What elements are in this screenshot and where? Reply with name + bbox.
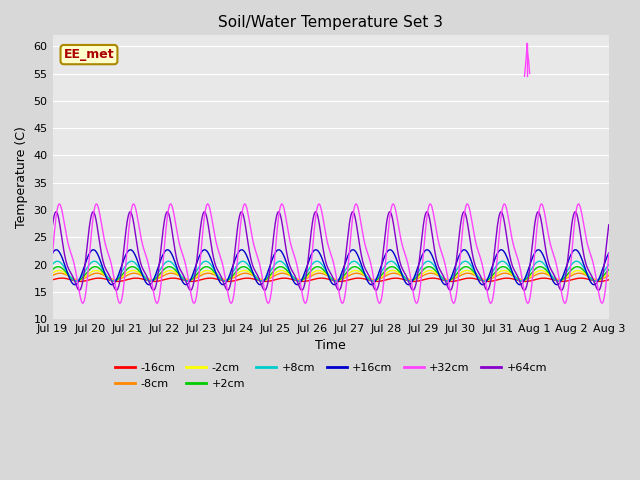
Legend: -16cm, -8cm, -2cm, +2cm, +8cm, +16cm, +32cm, +64cm: -16cm, -8cm, -2cm, +2cm, +8cm, +16cm, +3… — [110, 359, 551, 393]
Y-axis label: Temperature (C): Temperature (C) — [15, 126, 28, 228]
Title: Soil/Water Temperature Set 3: Soil/Water Temperature Set 3 — [218, 15, 443, 30]
Text: EE_met: EE_met — [63, 48, 115, 61]
X-axis label: Time: Time — [316, 339, 346, 352]
